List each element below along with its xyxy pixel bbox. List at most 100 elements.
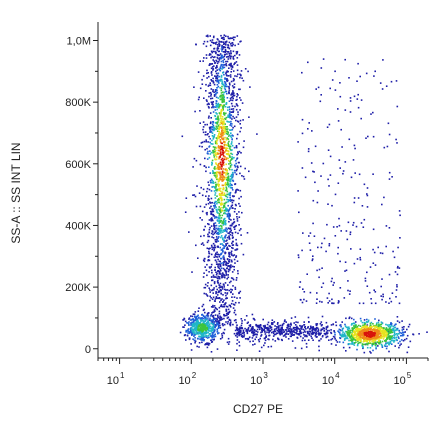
data-point — [223, 144, 226, 147]
data-point — [196, 337, 199, 340]
data-point — [391, 328, 394, 331]
data-point — [218, 222, 220, 224]
data-point — [222, 206, 224, 209]
data-point — [221, 118, 223, 120]
data-point — [315, 88, 317, 90]
data-point — [219, 324, 221, 327]
data-point — [355, 336, 358, 339]
data-point — [221, 318, 224, 320]
data-point — [219, 209, 222, 212]
data-point — [357, 330, 360, 333]
data-point — [348, 326, 350, 328]
data-point — [368, 333, 371, 335]
data-point — [202, 276, 205, 278]
data-point — [319, 323, 322, 325]
data-point — [218, 133, 220, 135]
data-point — [225, 309, 228, 311]
data-point — [217, 281, 219, 284]
data-point — [230, 183, 232, 186]
data-point — [216, 83, 219, 86]
data-point — [213, 217, 216, 219]
data-point — [400, 334, 402, 337]
data-point — [224, 183, 226, 186]
data-point — [208, 259, 211, 262]
data-point — [218, 312, 221, 315]
data-point — [301, 71, 303, 74]
data-point — [233, 311, 236, 314]
data-point — [205, 139, 207, 141]
data-point — [241, 332, 244, 335]
data-point — [210, 217, 213, 219]
data-point — [228, 163, 230, 165]
data-point — [372, 325, 375, 328]
data-point — [381, 203, 383, 206]
data-point — [230, 173, 233, 176]
data-point — [351, 333, 354, 335]
data-point — [210, 213, 212, 215]
data-point — [396, 105, 399, 108]
data-point — [239, 97, 241, 99]
data-point — [403, 326, 405, 328]
data-point — [352, 341, 354, 344]
data-point — [231, 66, 234, 69]
data-point — [216, 263, 219, 265]
data-point — [313, 235, 316, 237]
data-point — [216, 65, 218, 67]
data-point — [389, 297, 391, 300]
data-point — [356, 348, 358, 351]
data-point — [217, 227, 220, 230]
data-point — [214, 166, 216, 168]
data-point — [229, 304, 231, 307]
data-point — [220, 151, 222, 153]
data-point — [202, 309, 205, 312]
data-point — [239, 326, 241, 329]
data-point — [231, 237, 234, 239]
data-point — [225, 112, 227, 115]
data-point — [208, 219, 211, 221]
data-point — [340, 230, 342, 232]
data-point — [224, 184, 226, 186]
data-point — [211, 326, 214, 328]
data-point — [230, 50, 232, 52]
data-point — [328, 339, 330, 341]
data-point — [226, 267, 228, 270]
data-point — [196, 331, 198, 333]
data-point — [274, 340, 277, 342]
data-point — [395, 333, 398, 335]
data-point — [396, 334, 399, 337]
data-point — [230, 159, 232, 161]
data-point — [206, 343, 209, 346]
data-point — [385, 245, 387, 248]
data-point — [404, 338, 406, 341]
data-point — [238, 229, 241, 232]
data-point — [336, 341, 339, 343]
data-point — [221, 94, 223, 97]
data-point — [225, 271, 227, 274]
data-point — [230, 143, 233, 145]
data-point — [224, 131, 227, 133]
data-point — [216, 108, 218, 111]
data-point — [216, 91, 219, 94]
data-point — [207, 259, 210, 261]
data-point — [316, 323, 319, 325]
data-point — [214, 205, 216, 207]
data-point — [328, 244, 331, 247]
data-point — [239, 40, 241, 43]
data-point — [210, 205, 212, 208]
data-point — [242, 119, 244, 121]
data-point — [215, 96, 218, 99]
data-point — [381, 278, 383, 280]
data-point — [201, 326, 204, 329]
data-point — [308, 330, 310, 333]
data-point — [227, 153, 229, 155]
data-point — [332, 284, 334, 286]
data-point — [373, 75, 375, 77]
data-point — [222, 219, 225, 222]
data-point — [232, 126, 234, 129]
data-point — [197, 98, 200, 101]
data-point — [320, 286, 323, 288]
data-point — [226, 56, 228, 58]
data-point — [202, 259, 205, 261]
data-point — [211, 246, 213, 248]
data-point — [213, 135, 215, 138]
